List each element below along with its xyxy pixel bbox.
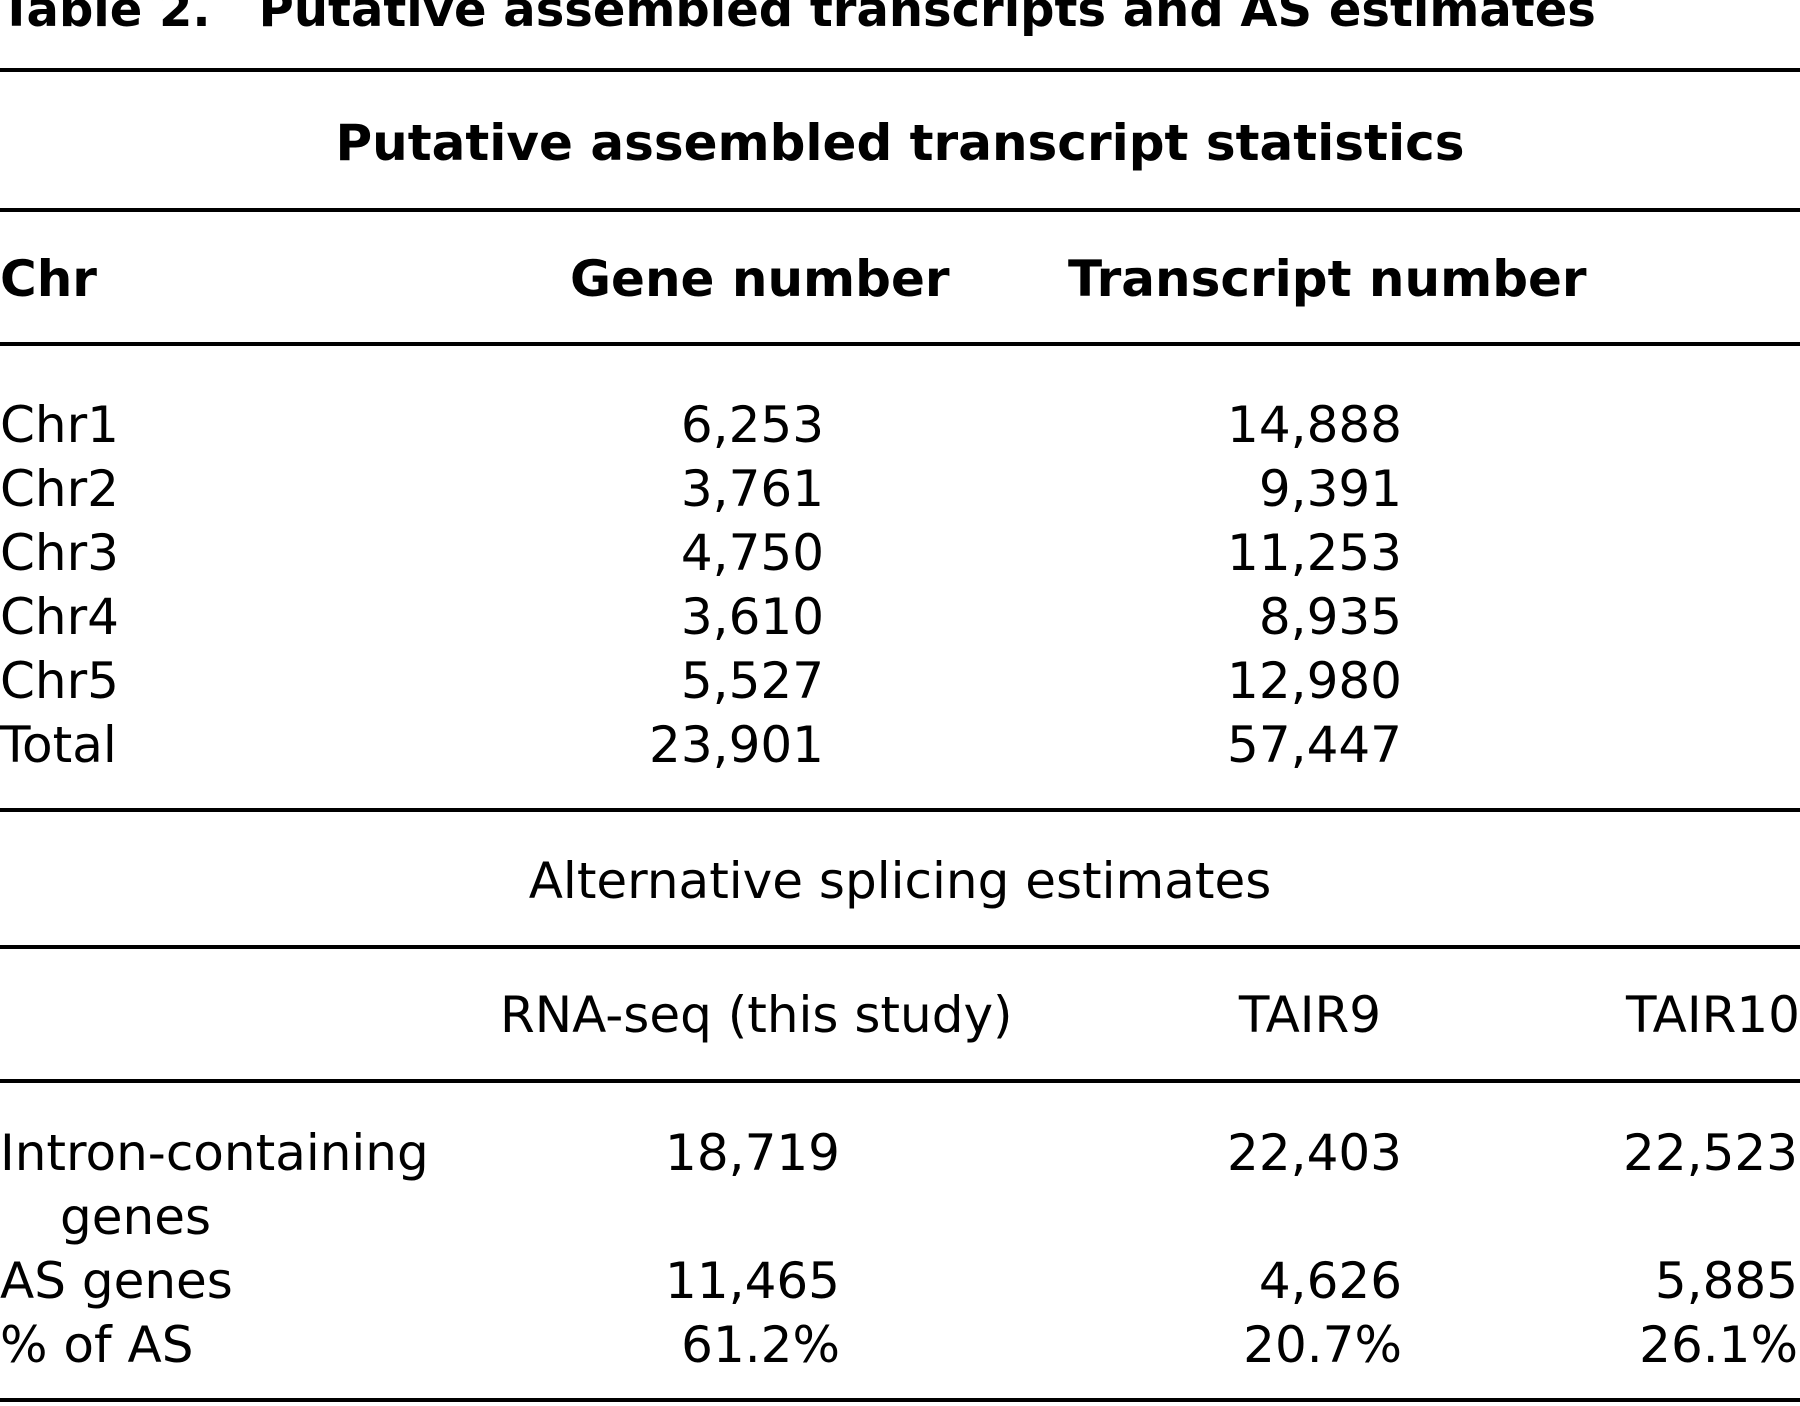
col-header-gene-number: Gene number [570,250,950,308]
section2-top-rule [0,808,1800,812]
row-rnaseq: 18,719 [665,1124,840,1182]
table-label: Table 2. [0,0,211,38]
col-header-transcript-number: Transcript number [1068,250,1587,308]
col-header-tair9: TAIR9 [1238,986,1382,1044]
row-gene-number: 4,750 [680,524,824,582]
row-transcript-number: 12,980 [1227,652,1402,710]
row-chr: Chr3 [0,524,119,582]
row-tair9: 20.7% [1243,1316,1402,1374]
table-title: Table 2. Putative assembled transcripts a… [0,0,1596,34]
row-gene-number: 3,761 [680,460,824,518]
row-tair10: 22,523 [1623,1124,1798,1182]
col-header-tair10: TAIR10 [1626,986,1800,1044]
row-gene-number: 23,901 [649,716,824,774]
col-header-chr: Chr [0,250,97,308]
row-chr: Chr4 [0,588,119,646]
section2-heading: Alternative splicing estimates [528,852,1272,910]
row-rnaseq: 61.2% [681,1316,840,1374]
row-transcript-number: 8,935 [1258,588,1402,646]
row-tair10: 26.1% [1639,1316,1798,1374]
row-label: AS genes [0,1252,233,1310]
row-label-continued: genes [60,1188,212,1246]
row-chr: Chr1 [0,396,119,454]
col-header-rnaseq: RNA-seq (this study) [500,986,1013,1044]
row-transcript-number: 9,391 [1258,460,1402,518]
row-transcript-number: 57,447 [1227,716,1402,774]
header2-rule [0,1079,1800,1083]
row-chr: Chr2 [0,460,119,518]
row-chr: Total [0,716,117,774]
row-label: Intron-containing [0,1124,429,1182]
row-label: % of AS [0,1316,194,1374]
row-rnaseq: 11,465 [665,1252,840,1310]
section1-heading: Putative assembled transcript statistics [335,114,1465,172]
row-transcript-number: 14,888 [1227,396,1402,454]
row-transcript-number: 11,253 [1227,524,1402,582]
section1-rule [0,208,1800,212]
row-tair10: 5,885 [1654,1252,1798,1310]
table-caption: Putative assembled transcripts and AS es… [258,0,1596,38]
row-chr: Chr5 [0,652,119,710]
row-tair9: 4,626 [1258,1252,1402,1310]
row-gene-number: 6,253 [680,396,824,454]
top-rule [0,68,1800,72]
row-gene-number: 3,610 [680,588,824,646]
row-tair9: 22,403 [1227,1124,1402,1182]
bottom-rule [0,1398,1800,1402]
header1-rule [0,342,1800,346]
row-gene-number: 5,527 [680,652,824,710]
section2-rule [0,945,1800,949]
